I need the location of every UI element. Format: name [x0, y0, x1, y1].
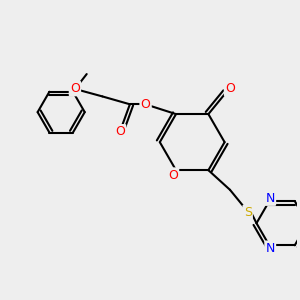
Text: O: O [168, 169, 178, 182]
Text: O: O [115, 125, 125, 138]
Text: O: O [225, 82, 235, 95]
Text: O: O [70, 82, 80, 95]
Text: O: O [141, 98, 151, 111]
Text: N: N [266, 242, 275, 255]
Text: S: S [244, 206, 252, 219]
Text: N: N [266, 192, 275, 205]
